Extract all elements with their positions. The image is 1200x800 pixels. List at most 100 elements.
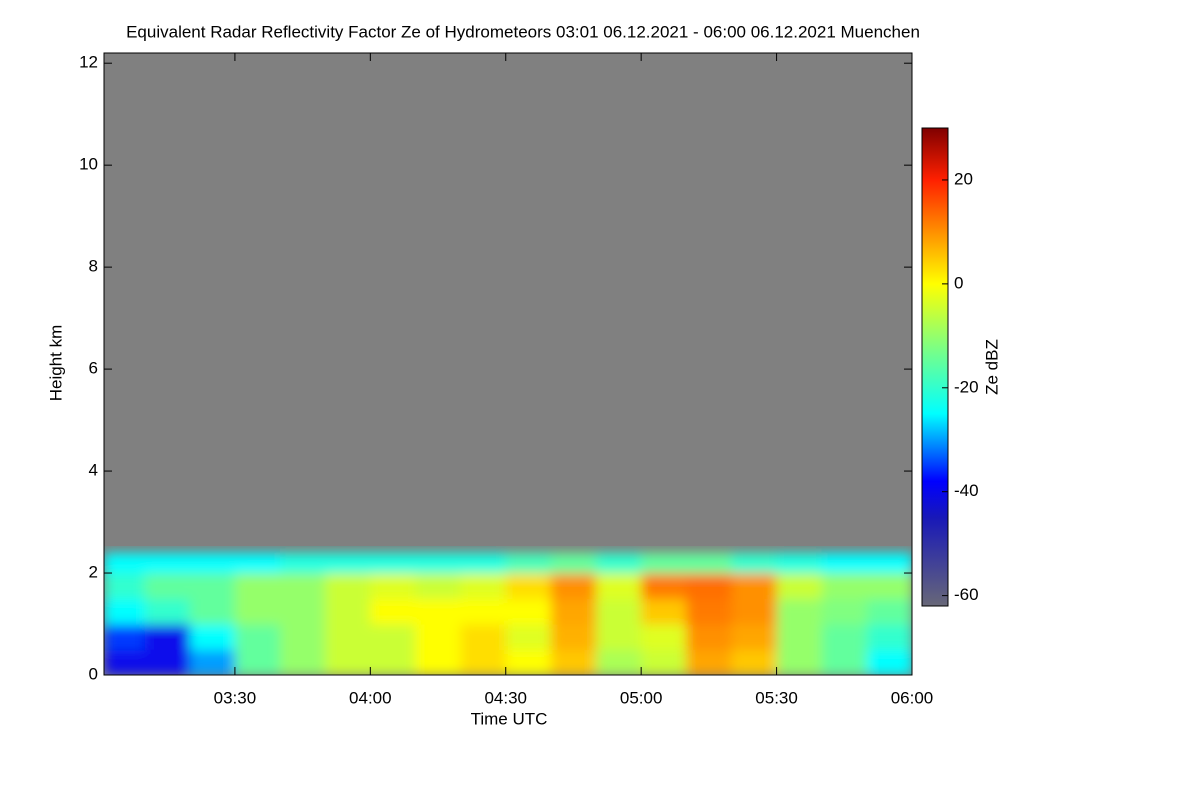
heatmap-cell: [370, 649, 416, 675]
heatmap-cell: [686, 552, 732, 574]
colorbar: [921, 127, 949, 607]
heatmap-cell: [821, 649, 868, 675]
colorbar-tick-label: -20: [954, 377, 979, 396]
heatmap-cell: [821, 598, 868, 625]
heatmap-cell: [866, 649, 912, 675]
heatmap-cell: [505, 598, 552, 625]
heatmap-cell: [596, 624, 642, 651]
heatmap-cell: [415, 624, 462, 651]
heatmap-cell: [686, 624, 732, 651]
heatmap-cell: [821, 573, 868, 600]
heatmap-cell: [370, 552, 416, 574]
y-tick-label: 4: [89, 461, 98, 480]
heatmap-cell: [596, 552, 642, 574]
heatmap-cell: [280, 649, 326, 675]
y-tick-label: 0: [89, 664, 98, 683]
heatmap-cell: [325, 598, 371, 625]
heatmap-cell: [415, 598, 462, 625]
heatmap-cell: [731, 624, 778, 651]
heatmap-cell: [144, 598, 191, 625]
x-tick-label: 03:30: [214, 688, 257, 707]
heatmap-cell: [104, 552, 146, 574]
heatmap-cell: [866, 624, 912, 651]
heatmap-cell: [550, 624, 597, 651]
heatmap-cell: [641, 624, 687, 651]
y-tick-label: 6: [89, 359, 98, 378]
heatmap-cell: [325, 573, 371, 600]
heatmap-cell: [776, 649, 823, 675]
heatmap-cell: [370, 598, 416, 625]
colorbar-tick-label: 20: [954, 169, 973, 188]
heatmap-cell: [280, 624, 326, 651]
heatmap-cell: [325, 649, 371, 675]
heatmap-cells: [104, 552, 912, 675]
x-tick-label: 05:00: [620, 688, 663, 707]
heatmap-cell: [144, 649, 191, 675]
heatmap-cell: [280, 598, 326, 625]
heatmap-cell: [104, 649, 146, 675]
heatmap-cell: [776, 552, 823, 574]
heatmap-cell: [505, 573, 552, 600]
heatmap-cell: [325, 552, 371, 574]
heatmap-cell: [505, 624, 552, 651]
heatmap-cell: [370, 624, 416, 651]
plot-frame: [103, 52, 913, 676]
heatmap-cell: [550, 573, 597, 600]
heatmap-cell: [460, 624, 507, 651]
heatmap-cell: [460, 649, 507, 675]
heatmap-cell: [280, 573, 326, 600]
heatmap-cell: [776, 598, 823, 625]
heatmap-cell: [686, 598, 732, 625]
colorbar-tick-label: -60: [954, 585, 979, 604]
heatmap-cell: [234, 573, 281, 600]
heatmap-cell: [189, 649, 236, 675]
heatmap-cell: [550, 649, 597, 675]
heatmap-cell: [144, 552, 191, 574]
chart-title: Equivalent Radar Reflectivity Factor Ze …: [126, 22, 920, 41]
heatmap-cell: [104, 573, 146, 600]
heatmap-cell: [460, 598, 507, 625]
x-tick-label: 04:00: [349, 688, 392, 707]
colorbar-tick-label: -40: [954, 481, 979, 500]
heatmap-cell: [641, 649, 687, 675]
heatmap-cell: [596, 598, 642, 625]
heatmap-cell: [460, 573, 507, 600]
heatmap-cell: [731, 649, 778, 675]
heatmap-cell: [866, 598, 912, 625]
colorbar-label: Ze dBZ: [982, 339, 1001, 395]
heatmap-cell: [415, 552, 462, 574]
heatmap-cell: [866, 552, 912, 574]
x-tick-label: 04:30: [484, 688, 527, 707]
heatmap-cell: [641, 573, 687, 600]
heatmap-cell: [189, 598, 236, 625]
heatmap-cell: [776, 573, 823, 600]
heatmap-cell: [866, 573, 912, 600]
heatmap-cell: [234, 649, 281, 675]
x-tick-label: 06:00: [891, 688, 934, 707]
heatmap-cell: [104, 624, 146, 651]
heatmap-cell: [641, 598, 687, 625]
x-axis-label: Time UTC: [471, 709, 548, 728]
colorbar-tick-label: 0: [954, 273, 963, 292]
y-tick-label: 10: [79, 155, 98, 174]
heatmap-cell: [505, 649, 552, 675]
heatmap-cell: [731, 598, 778, 625]
y-tick-label: 8: [89, 257, 98, 276]
heatmap-cell: [686, 573, 732, 600]
heatmap-cell: [460, 552, 507, 574]
heatmap-cell: [144, 573, 191, 600]
heatmap-cell: [189, 624, 236, 651]
heatmap-cell: [280, 552, 326, 574]
heatmap-cell: [731, 552, 778, 574]
heatmap: [104, 552, 912, 675]
heatmap-cell: [550, 552, 597, 574]
heatmap-cell: [821, 552, 868, 574]
heatmap-cell: [821, 624, 868, 651]
y-tick-label: 2: [89, 563, 98, 582]
heatmap-cell: [189, 552, 236, 574]
heatmap-cell: [776, 624, 823, 651]
heatmap-cell: [415, 573, 462, 600]
heatmap-cell: [415, 649, 462, 675]
heatmap-cell: [189, 573, 236, 600]
